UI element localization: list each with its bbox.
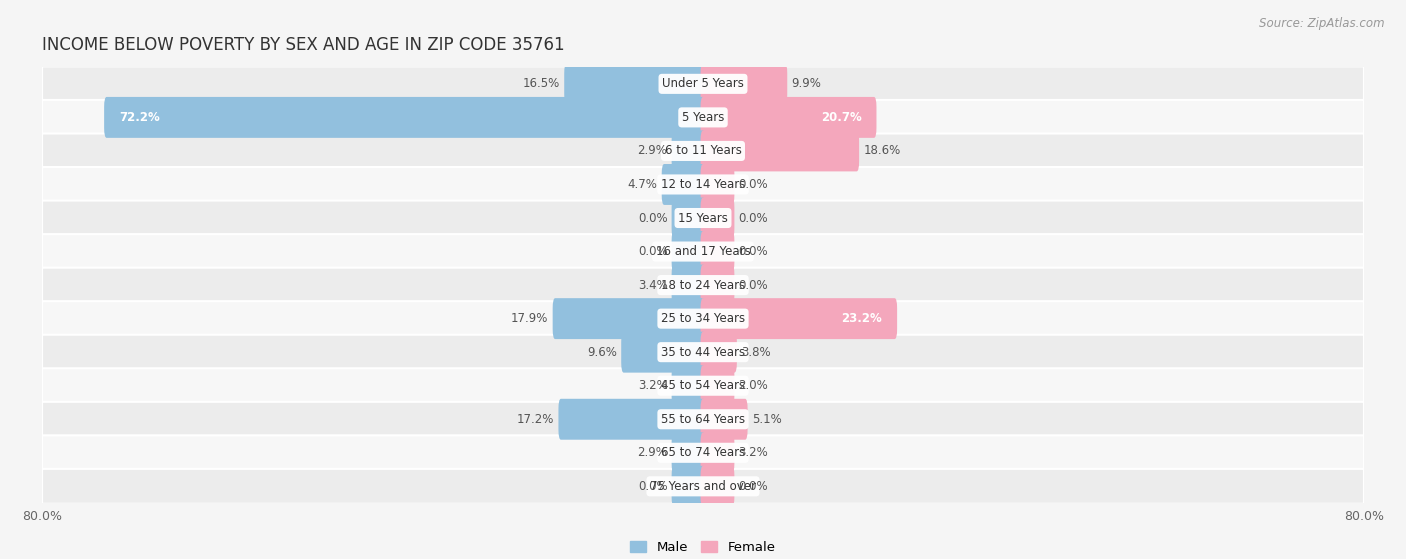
Text: Source: ZipAtlas.com: Source: ZipAtlas.com: [1260, 17, 1385, 30]
FancyBboxPatch shape: [672, 365, 706, 406]
Text: 3.2%: 3.2%: [638, 379, 668, 392]
Text: 25 to 34 Years: 25 to 34 Years: [661, 312, 745, 325]
FancyBboxPatch shape: [672, 130, 706, 172]
Text: 0.0%: 0.0%: [738, 245, 768, 258]
Text: 75 Years and over: 75 Years and over: [650, 480, 756, 493]
Text: 17.9%: 17.9%: [512, 312, 548, 325]
FancyBboxPatch shape: [672, 197, 706, 239]
Text: 3.2%: 3.2%: [738, 446, 768, 459]
FancyBboxPatch shape: [42, 469, 1364, 504]
Text: Under 5 Years: Under 5 Years: [662, 77, 744, 91]
Text: 5 Years: 5 Years: [682, 111, 724, 124]
FancyBboxPatch shape: [558, 399, 706, 440]
FancyBboxPatch shape: [662, 164, 706, 205]
Text: 0.0%: 0.0%: [738, 211, 768, 225]
Text: 9.6%: 9.6%: [588, 345, 617, 359]
Text: 16.5%: 16.5%: [523, 77, 560, 91]
FancyBboxPatch shape: [700, 197, 734, 239]
FancyBboxPatch shape: [42, 201, 1364, 235]
FancyBboxPatch shape: [700, 264, 734, 306]
Text: 45 to 54 Years: 45 to 54 Years: [661, 379, 745, 392]
FancyBboxPatch shape: [672, 432, 706, 473]
FancyBboxPatch shape: [42, 335, 1364, 369]
Text: 0.0%: 0.0%: [738, 278, 768, 292]
Text: 9.9%: 9.9%: [792, 77, 821, 91]
FancyBboxPatch shape: [700, 466, 734, 507]
Text: 6 to 11 Years: 6 to 11 Years: [665, 144, 741, 158]
Text: INCOME BELOW POVERTY BY SEX AND AGE IN ZIP CODE 35761: INCOME BELOW POVERTY BY SEX AND AGE IN Z…: [42, 36, 565, 54]
FancyBboxPatch shape: [700, 130, 859, 172]
FancyBboxPatch shape: [42, 234, 1364, 269]
FancyBboxPatch shape: [700, 331, 737, 373]
Text: 0.0%: 0.0%: [738, 178, 768, 191]
FancyBboxPatch shape: [700, 97, 876, 138]
Text: 2.0%: 2.0%: [738, 379, 768, 392]
Text: 2.9%: 2.9%: [637, 446, 668, 459]
Text: 0.0%: 0.0%: [738, 480, 768, 493]
FancyBboxPatch shape: [621, 331, 706, 373]
FancyBboxPatch shape: [700, 231, 734, 272]
Text: 23.2%: 23.2%: [842, 312, 882, 325]
FancyBboxPatch shape: [42, 368, 1364, 403]
FancyBboxPatch shape: [564, 63, 706, 105]
FancyBboxPatch shape: [700, 164, 734, 205]
Text: 0.0%: 0.0%: [638, 211, 668, 225]
FancyBboxPatch shape: [672, 466, 706, 507]
Text: 3.8%: 3.8%: [741, 345, 770, 359]
Text: 0.0%: 0.0%: [638, 480, 668, 493]
Text: 16 and 17 Years: 16 and 17 Years: [655, 245, 751, 258]
Text: 65 to 74 Years: 65 to 74 Years: [661, 446, 745, 459]
FancyBboxPatch shape: [42, 268, 1364, 302]
FancyBboxPatch shape: [700, 399, 748, 440]
FancyBboxPatch shape: [42, 67, 1364, 101]
FancyBboxPatch shape: [42, 167, 1364, 202]
Text: 18 to 24 Years: 18 to 24 Years: [661, 278, 745, 292]
Text: 72.2%: 72.2%: [120, 111, 160, 124]
Text: 3.4%: 3.4%: [638, 278, 668, 292]
Text: 0.0%: 0.0%: [638, 245, 668, 258]
Text: 12 to 14 Years: 12 to 14 Years: [661, 178, 745, 191]
FancyBboxPatch shape: [42, 435, 1364, 470]
Text: 2.9%: 2.9%: [637, 144, 668, 158]
FancyBboxPatch shape: [700, 365, 734, 406]
Text: 55 to 64 Years: 55 to 64 Years: [661, 413, 745, 426]
FancyBboxPatch shape: [700, 298, 897, 339]
Text: 20.7%: 20.7%: [821, 111, 862, 124]
Text: 18.6%: 18.6%: [863, 144, 900, 158]
Text: 4.7%: 4.7%: [627, 178, 658, 191]
FancyBboxPatch shape: [42, 301, 1364, 336]
FancyBboxPatch shape: [42, 100, 1364, 135]
FancyBboxPatch shape: [104, 97, 706, 138]
FancyBboxPatch shape: [42, 402, 1364, 437]
Text: 15 Years: 15 Years: [678, 211, 728, 225]
FancyBboxPatch shape: [700, 63, 787, 105]
FancyBboxPatch shape: [672, 231, 706, 272]
FancyBboxPatch shape: [42, 134, 1364, 168]
FancyBboxPatch shape: [672, 264, 706, 306]
FancyBboxPatch shape: [553, 298, 706, 339]
Text: 35 to 44 Years: 35 to 44 Years: [661, 345, 745, 359]
Text: 17.2%: 17.2%: [517, 413, 554, 426]
Text: 5.1%: 5.1%: [752, 413, 782, 426]
FancyBboxPatch shape: [700, 432, 734, 473]
Legend: Male, Female: Male, Female: [626, 536, 780, 559]
